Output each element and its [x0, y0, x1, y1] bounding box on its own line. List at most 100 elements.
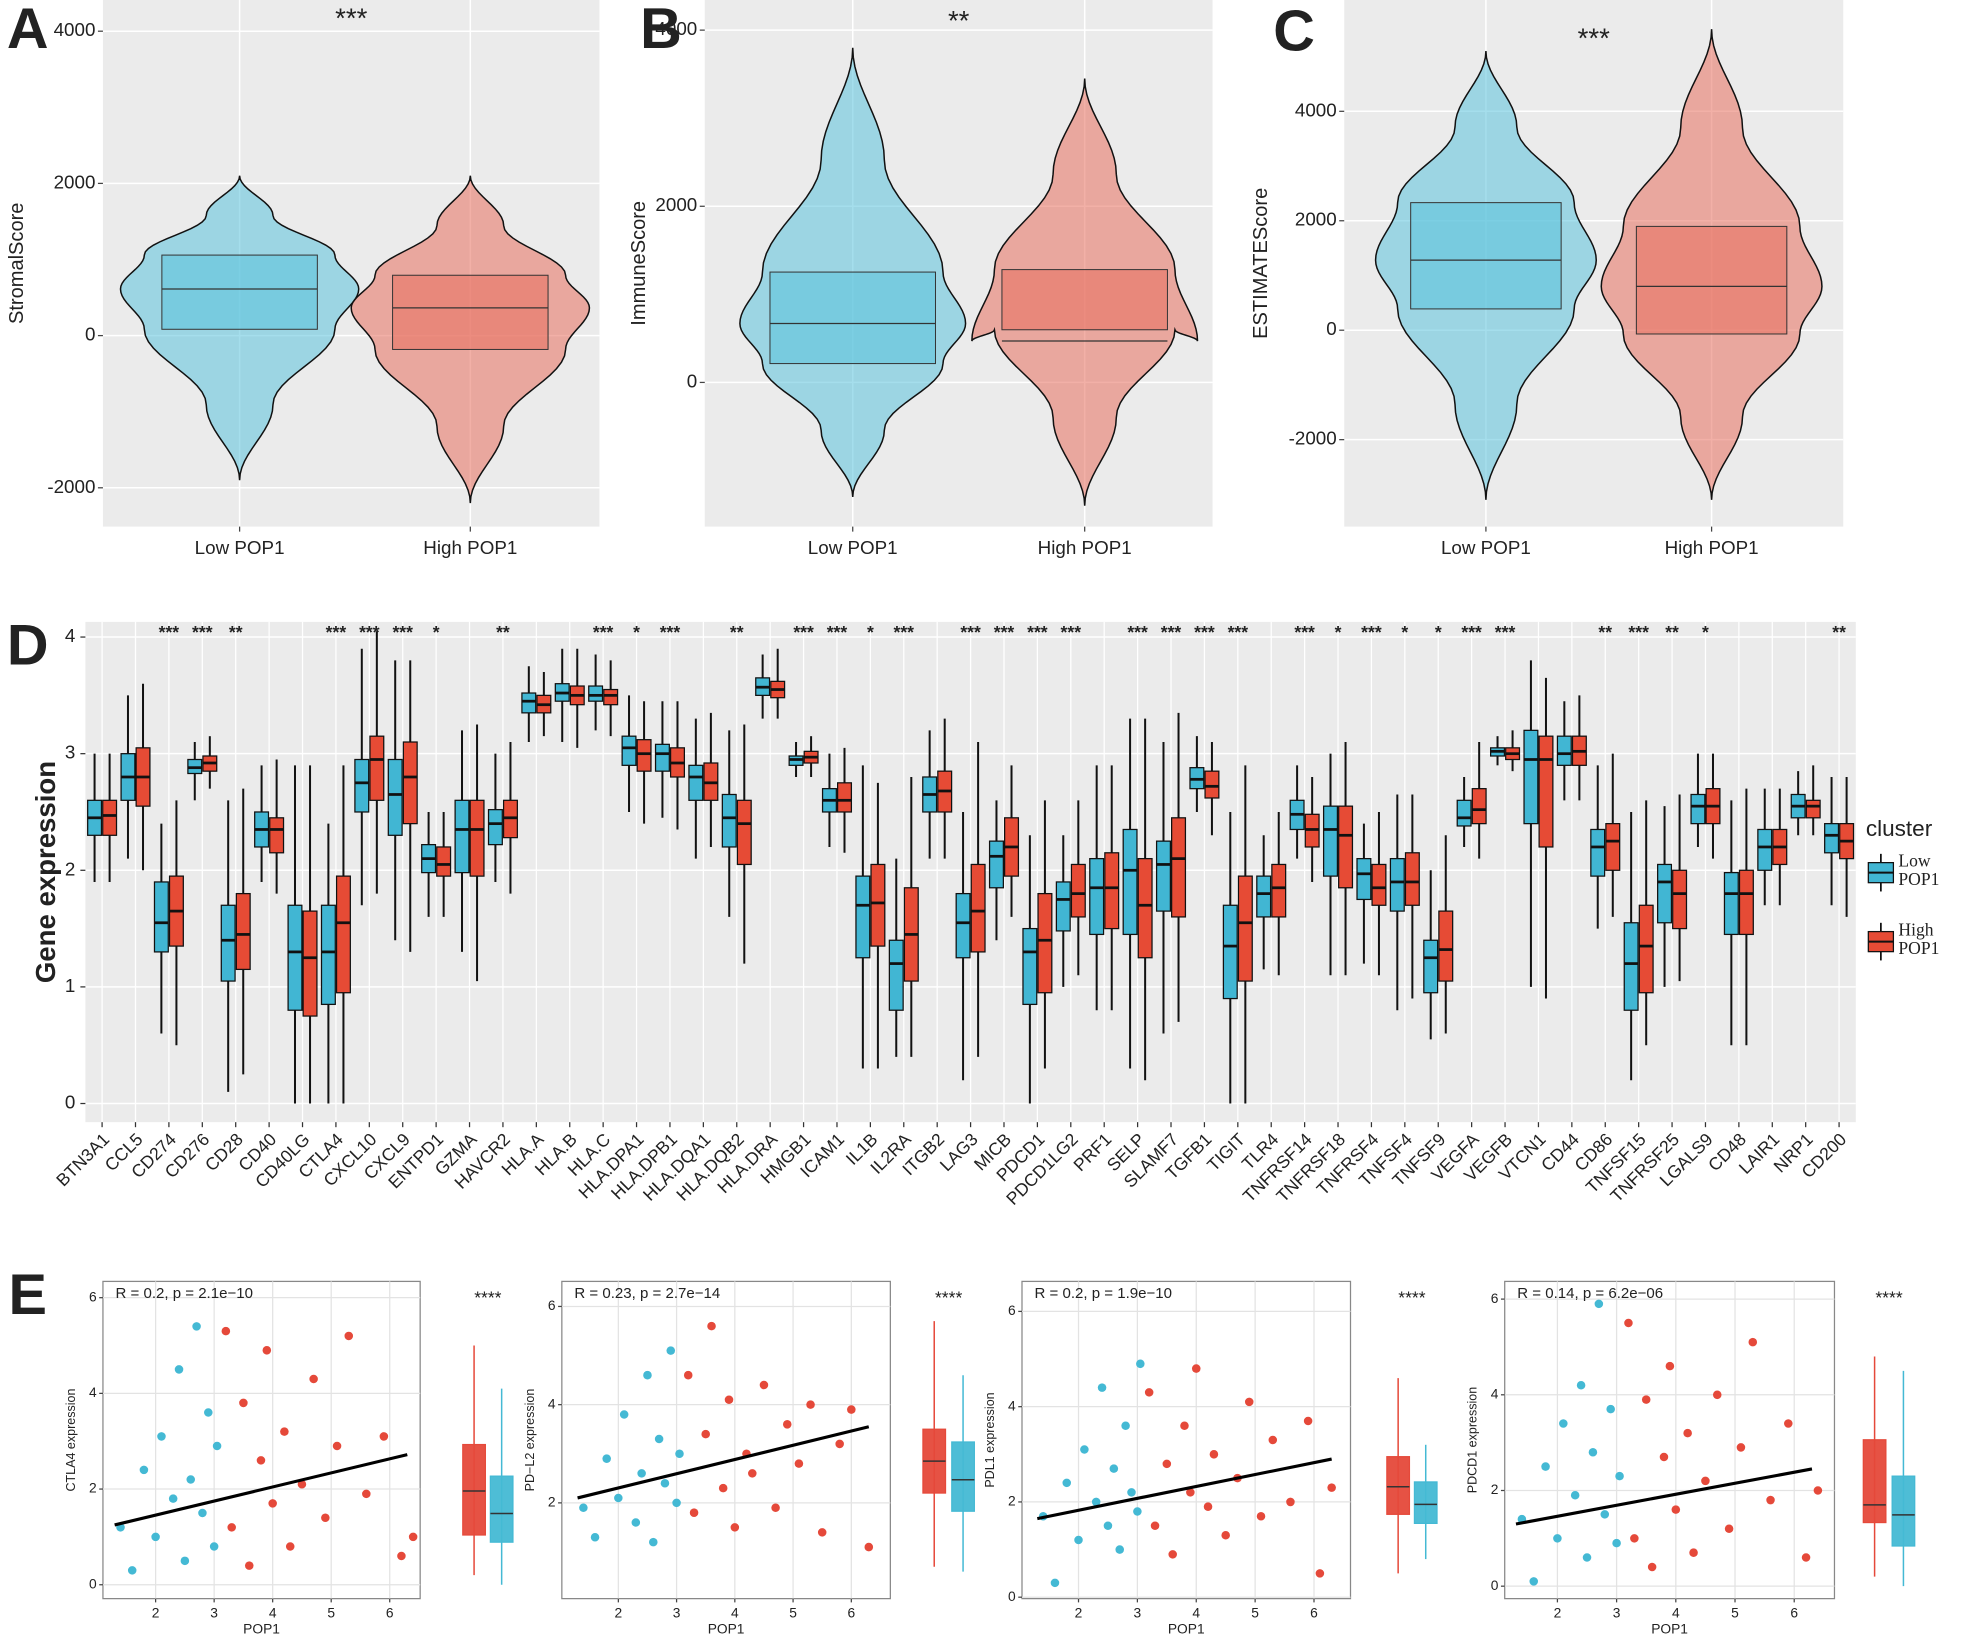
point	[675, 1449, 684, 1459]
box	[1891, 1475, 1916, 1547]
point	[1712, 1390, 1722, 1400]
y-axis-label: Gene expression	[30, 761, 61, 983]
point	[280, 1427, 289, 1436]
box	[220, 904, 236, 982]
point	[1582, 1553, 1592, 1562]
panel-label: E	[8, 1263, 46, 1327]
point	[806, 1400, 815, 1409]
significance: ***	[1228, 622, 1249, 642]
box	[951, 1441, 975, 1512]
box	[1404, 852, 1420, 906]
point	[1268, 1435, 1278, 1445]
legend-label-box: Low POP1	[1898, 853, 1939, 891]
box	[1171, 817, 1187, 918]
point	[1624, 1318, 1633, 1328]
box	[988, 840, 1004, 889]
box	[1690, 793, 1706, 825]
y-tick-label: 6	[1491, 1291, 1499, 1306]
point	[285, 1542, 295, 1551]
plot-background	[1021, 1280, 1352, 1600]
box	[1623, 922, 1639, 1011]
point	[1062, 1478, 1072, 1488]
box	[161, 254, 318, 330]
fit-line	[577, 1425, 870, 1500]
x-tick-label: 3	[210, 1605, 218, 1620]
y-tick-label: 6	[89, 1289, 97, 1304]
box	[1022, 927, 1038, 1006]
box	[1635, 225, 1788, 335]
box	[1805, 799, 1821, 819]
point	[730, 1523, 740, 1532]
point	[227, 1523, 236, 1532]
y-tick-label: 0	[65, 1091, 75, 1112]
box	[1638, 904, 1654, 994]
point	[1256, 1511, 1266, 1521]
box	[462, 1443, 486, 1536]
y-tick-label: 4000	[1295, 99, 1337, 120]
box	[1456, 799, 1472, 827]
plot-background	[561, 1280, 891, 1600]
y-tick-label: 4000	[54, 19, 96, 40]
point	[1136, 1359, 1145, 1369]
x-tick-label: Low POP1	[195, 537, 285, 558]
box	[102, 799, 118, 836]
point	[1327, 1483, 1336, 1492]
point	[748, 1469, 757, 1478]
box	[1471, 788, 1487, 825]
point	[168, 1494, 178, 1503]
annotation: R = 0.23, p = 2.7e−14	[574, 1285, 720, 1302]
point	[239, 1398, 248, 1408]
point	[1600, 1510, 1610, 1519]
box	[1605, 823, 1621, 871]
x-tick-label: High POP1	[1038, 537, 1132, 558]
significance: ***	[159, 622, 180, 642]
significance: *	[1335, 622, 1342, 642]
y-tick-label: 0	[1491, 1578, 1499, 1593]
point	[817, 1528, 827, 1537]
point	[666, 1346, 676, 1355]
point	[660, 1478, 670, 1488]
fit-line	[114, 1453, 408, 1527]
box	[1055, 881, 1071, 932]
x-tick-label: High POP1	[423, 537, 517, 558]
y-tick-label: 2	[89, 1481, 97, 1496]
significance: ***	[1495, 622, 1516, 642]
x-tick-label: 4	[1672, 1605, 1680, 1620]
point	[1150, 1521, 1160, 1531]
panel-label: A	[7, 0, 49, 61]
x-tick-label: 6	[1790, 1605, 1798, 1620]
box	[1413, 1481, 1438, 1524]
x-tick-label: 6	[386, 1605, 394, 1620]
significance: **	[229, 622, 243, 642]
point	[1689, 1548, 1698, 1557]
significance: ***	[894, 622, 915, 642]
box	[1356, 857, 1372, 901]
x-tick-label: 6	[847, 1605, 855, 1620]
point	[1244, 1397, 1254, 1407]
point	[344, 1331, 354, 1341]
point	[1784, 1419, 1793, 1428]
x-tick-label: 5	[327, 1605, 335, 1620]
box	[636, 739, 652, 772]
y-tick-label: 4	[1491, 1386, 1499, 1401]
point	[1080, 1445, 1089, 1454]
significance: ****	[474, 1288, 501, 1308]
box	[621, 735, 637, 766]
fit-line	[1036, 1457, 1332, 1521]
significance: ***	[827, 622, 848, 642]
point	[180, 1556, 190, 1566]
point	[602, 1454, 611, 1463]
box	[1137, 857, 1153, 959]
box	[354, 758, 370, 813]
box	[1104, 852, 1120, 930]
significance: ***	[1127, 622, 1148, 642]
significance: **	[948, 5, 970, 36]
legend-label-box: High POP1	[1898, 922, 1939, 960]
point	[1180, 1421, 1189, 1430]
box	[387, 758, 403, 836]
point	[654, 1434, 664, 1444]
box	[1222, 904, 1238, 1000]
box	[392, 274, 549, 350]
point	[590, 1532, 600, 1542]
x-tick-label: 4	[1192, 1605, 1200, 1620]
